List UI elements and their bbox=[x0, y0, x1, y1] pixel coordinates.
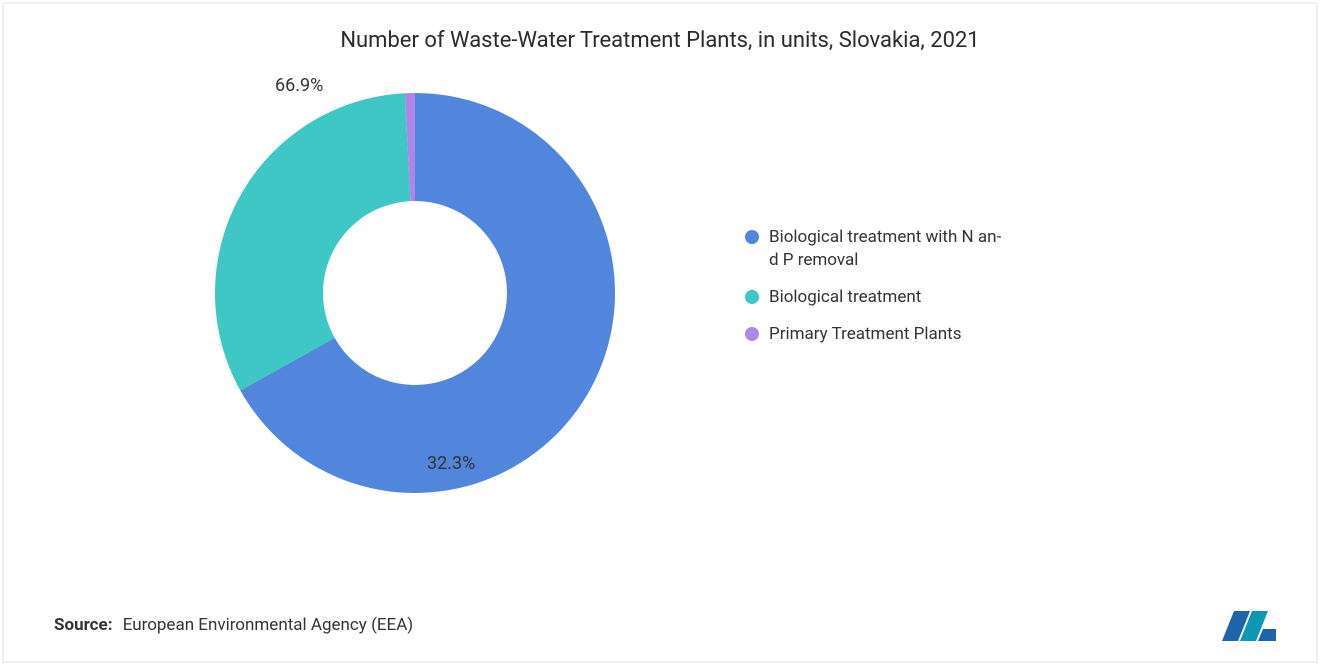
legend-item: Biological treatment with N an-d P remov… bbox=[745, 226, 1055, 272]
donut-svg bbox=[205, 83, 625, 503]
legend-text: Biological treatment bbox=[769, 286, 921, 309]
legend-item: Biological treatment bbox=[745, 286, 1055, 309]
legend-text: Primary Treatment Plants bbox=[769, 323, 961, 346]
legend-marker bbox=[745, 290, 759, 304]
logo-bar-3 bbox=[1258, 629, 1276, 641]
legend: Biological treatment with N an-d P remov… bbox=[745, 226, 1055, 360]
brand-logo bbox=[1222, 603, 1276, 641]
slice-pct-label: 66.9% bbox=[275, 75, 323, 96]
donut-chart: 66.9%32.3% bbox=[205, 83, 625, 503]
source-prefix: Source: bbox=[54, 615, 112, 635]
slice-pct-label: 32.3% bbox=[427, 453, 475, 474]
source-line: Source: European Environmental Agency (E… bbox=[54, 615, 413, 635]
donut-slice bbox=[215, 93, 410, 390]
legend-marker bbox=[745, 327, 759, 341]
legend-marker bbox=[745, 230, 759, 244]
source-text: European Environmental Agency (EEA) bbox=[123, 615, 414, 635]
chart-area: 66.9%32.3% Biological treatment with N a… bbox=[0, 83, 1320, 503]
legend-text: Biological treatment with N an-d P remov… bbox=[769, 226, 1001, 272]
legend-item: Primary Treatment Plants bbox=[745, 323, 1055, 346]
chart-title: Number of Waste-Water Treatment Plants, … bbox=[0, 0, 1320, 63]
